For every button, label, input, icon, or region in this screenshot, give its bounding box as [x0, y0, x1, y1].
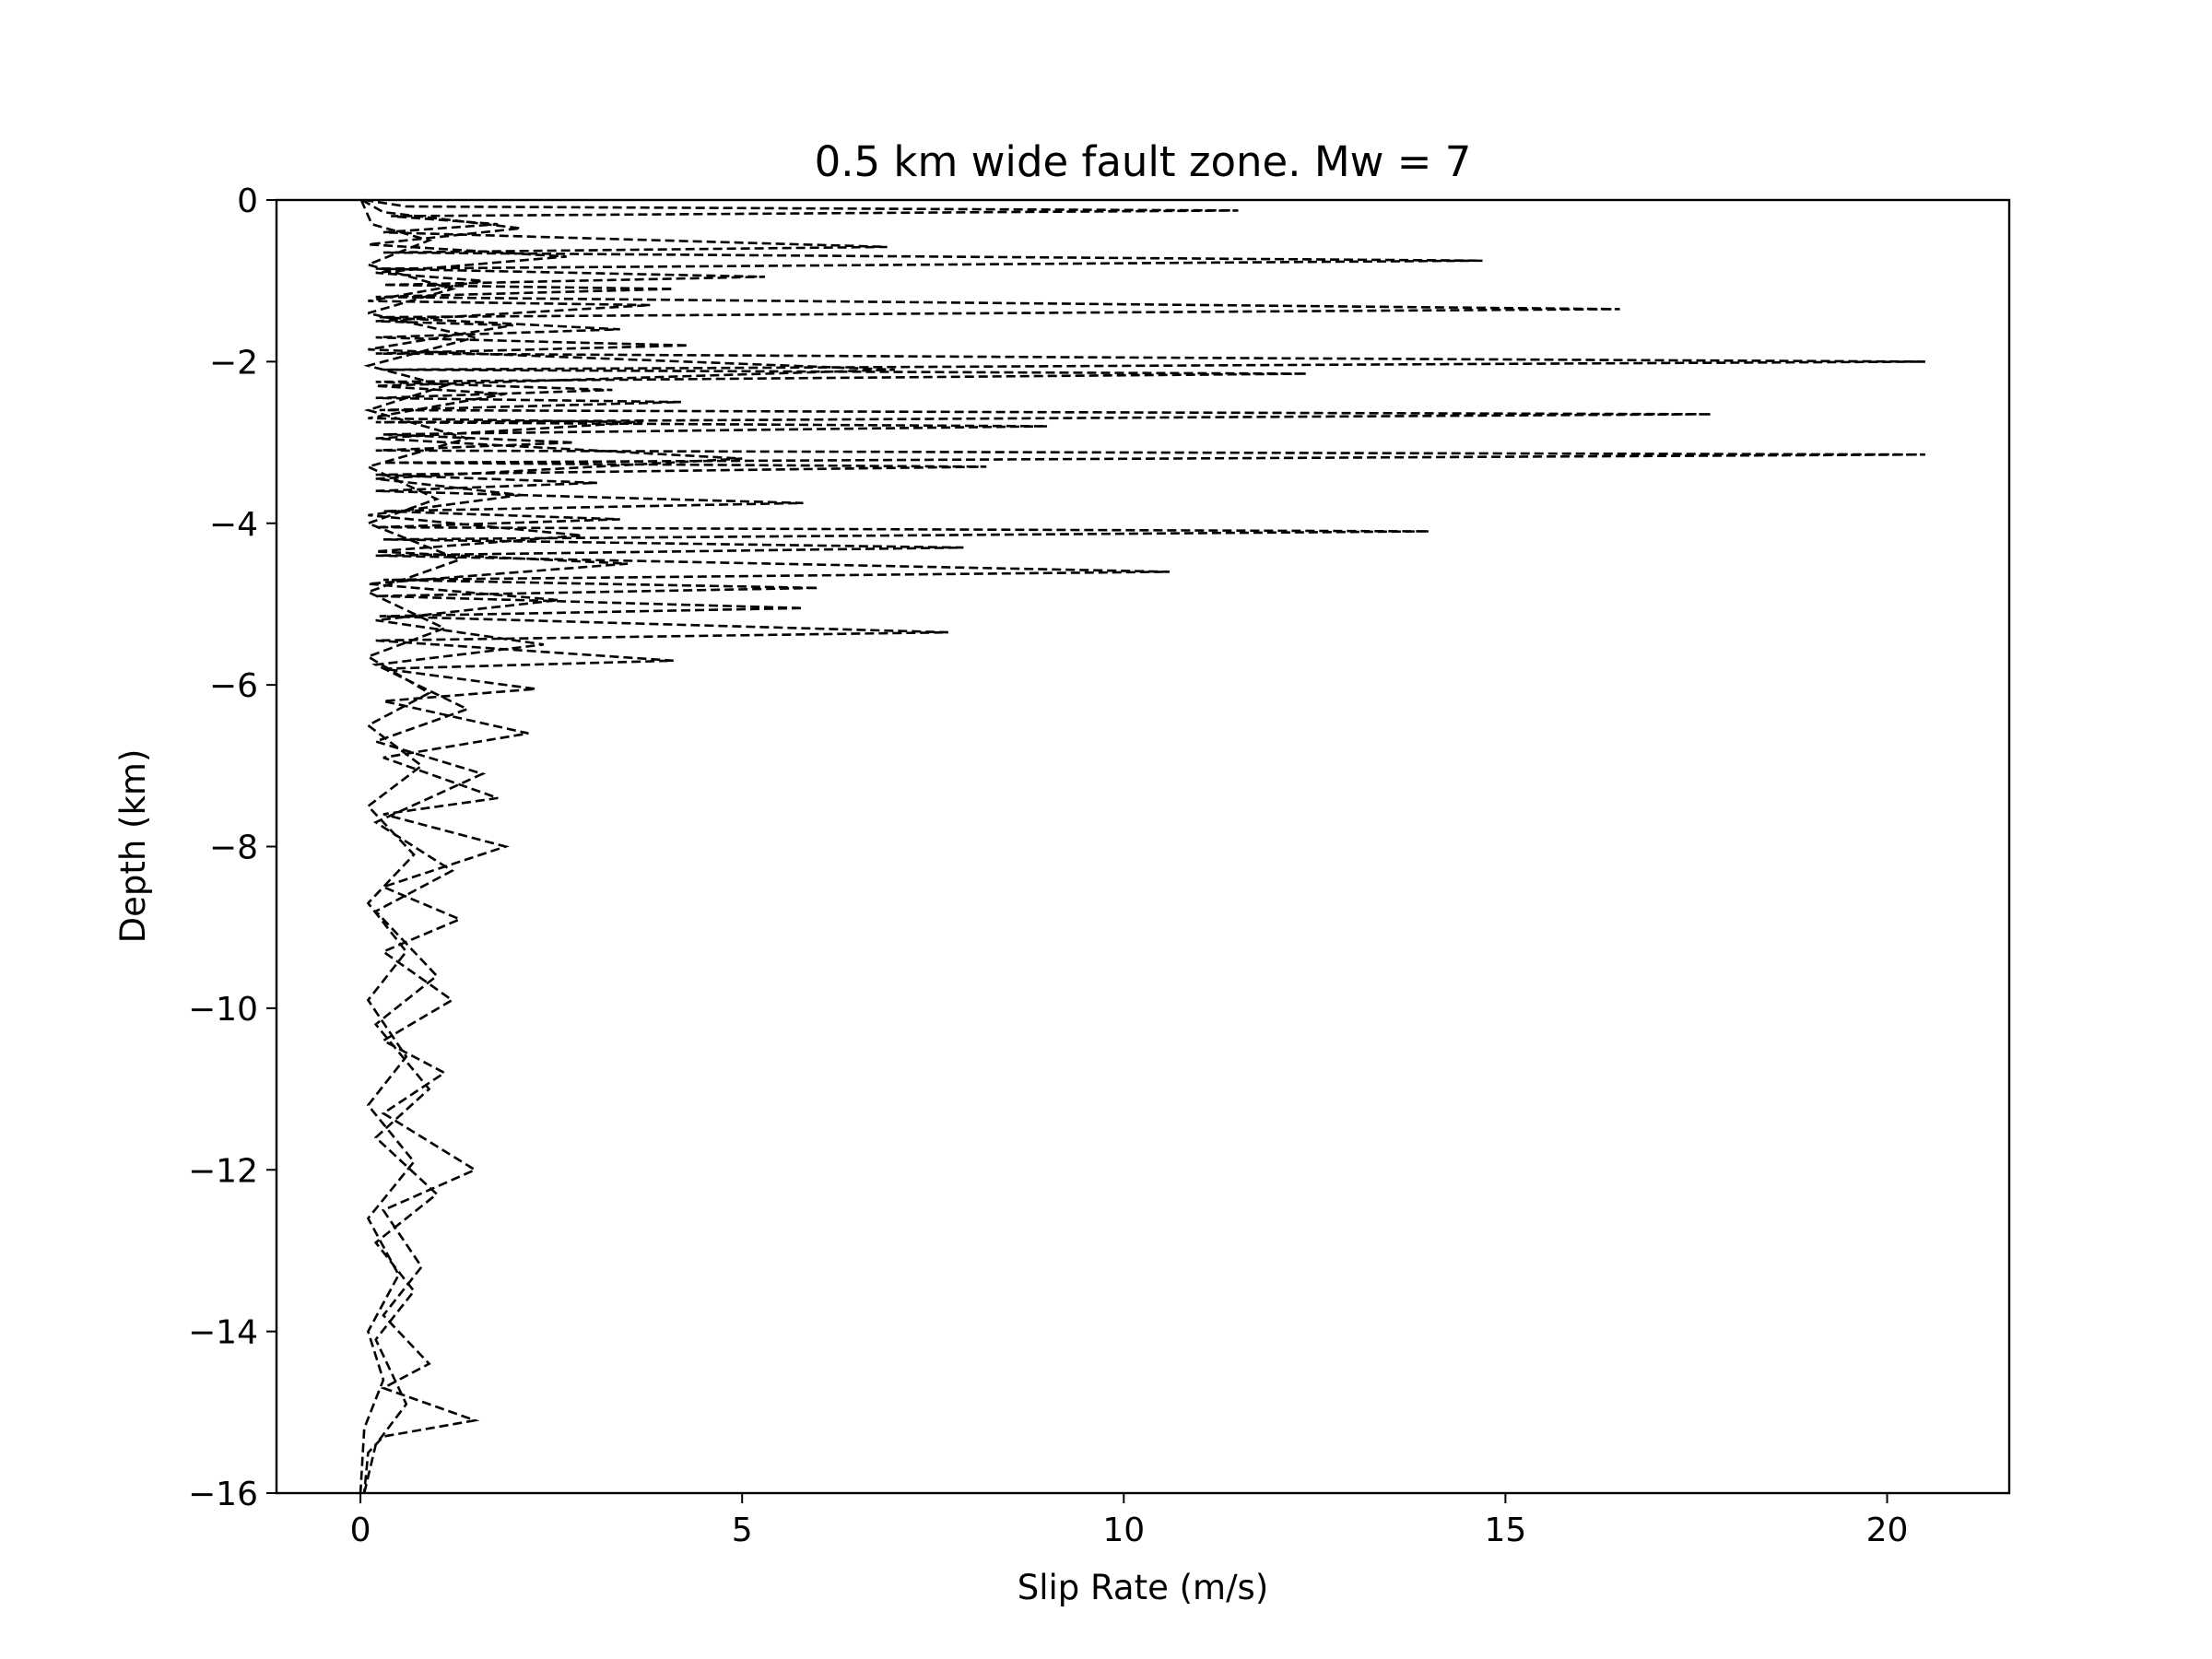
y-tick-label: −16 — [188, 1476, 258, 1513]
y-tick-label: −12 — [188, 1152, 258, 1190]
x-tick-label: 20 — [1866, 1512, 1909, 1549]
y-tick-label: −10 — [188, 991, 258, 1029]
y-tick-label: −14 — [188, 1314, 258, 1352]
series-lines — [359, 198, 1925, 1494]
x-axis-ticks: 0 5 10 15 20 — [350, 1493, 1909, 1549]
x-axis-label: Slip Rate (m/s) — [1018, 1568, 1269, 1607]
y-axis-label: Depth (km) — [113, 749, 153, 944]
y-tick-label: 0 — [237, 182, 258, 220]
x-tick-label: 10 — [1102, 1512, 1145, 1549]
x-tick-label: 5 — [732, 1512, 753, 1549]
y-tick-label: −4 — [209, 506, 258, 544]
y-axis-ticks: 0 −2 −4 −6 −8 −10 −12 −14 −16 — [188, 182, 276, 1513]
y-tick-label: −6 — [209, 667, 258, 705]
y-tick-label: −8 — [209, 830, 258, 867]
x-tick-label: 15 — [1484, 1512, 1526, 1549]
chart-title: 0.5 km wide fault zone. Mw = 7 — [815, 137, 1472, 186]
series-line-1 — [362, 198, 1925, 1494]
y-tick-label: −2 — [209, 344, 258, 382]
series-line-2 — [361, 198, 895, 1494]
x-tick-label: 0 — [350, 1512, 371, 1549]
